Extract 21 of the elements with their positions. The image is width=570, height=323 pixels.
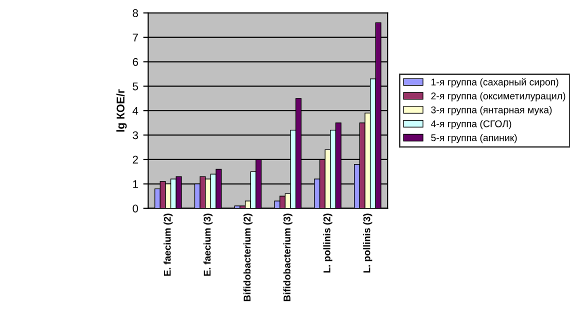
legend-label: 5-я группа (апиник)	[431, 134, 517, 144]
y-tick-label: 2	[132, 156, 138, 164]
y-tick-label: 3	[132, 131, 138, 140]
y-tick-label: 5	[132, 82, 138, 90]
x-tick-label: E. faecium (3)	[204, 214, 213, 276]
y-axis-title: lg КОЕ/г	[116, 89, 127, 132]
y-tick-label: 8	[132, 9, 138, 18]
y-tick-label: 6	[132, 58, 138, 66]
y-tick-label: 1	[133, 180, 138, 188]
y-tick-label: 7	[132, 34, 138, 42]
legend-label: 3-я группа (янтарная мука)	[431, 106, 552, 116]
legend-label: 2-я группа (оксиметилурацил)	[431, 92, 566, 102]
x-tick-label: L. pollinis (2)	[323, 214, 332, 272]
y-tick-label: 0	[132, 204, 138, 212]
x-tick-label: E. faecium (2)	[164, 214, 173, 276]
legend-label: 4-я группа (СГОЛ)	[430, 120, 512, 130]
x-tick-label: Bifidobacterium (3)	[283, 214, 292, 302]
x-tick-label: Bifidobacterium (2)	[243, 214, 252, 302]
legend-label: 1-я группа (сахарный сироп)	[431, 78, 558, 88]
x-tick-label: L. pollinis (3)	[363, 214, 372, 272]
y-tick-label: 4	[132, 107, 138, 115]
